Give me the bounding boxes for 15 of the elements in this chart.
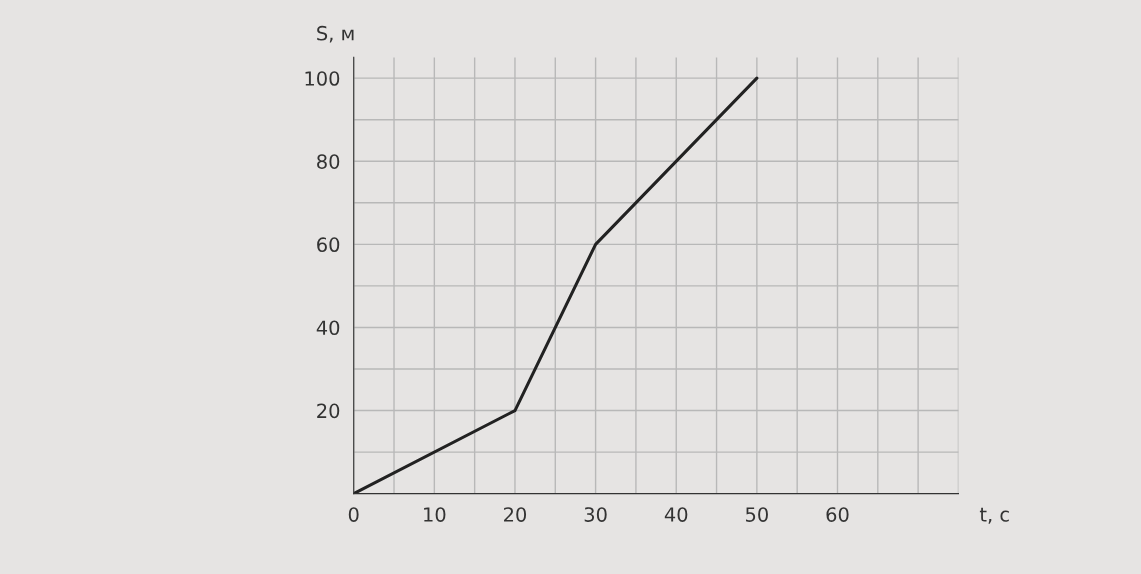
x-tick-label: 40 — [664, 507, 688, 522]
x-tick-label: 10 — [424, 507, 446, 522]
x-tick-label: 30 — [584, 507, 607, 522]
y-tick-label: 60 — [317, 237, 340, 253]
y-axis-title: S, м — [317, 25, 354, 43]
line-series — [353, 76, 759, 494]
y-tick-label: 40 — [316, 320, 340, 336]
x-tick-label: 0 — [348, 507, 359, 522]
x-tick-label: 50 — [745, 507, 768, 522]
x-axis-title: t, с — [979, 507, 1009, 524]
x-tick-label: 20 — [504, 507, 527, 522]
y-tick-label: 80 — [317, 154, 340, 169]
x-tick-label: 60 — [826, 507, 849, 522]
y-tick-label: 20 — [317, 403, 340, 419]
y-tick-label: 100 — [305, 71, 340, 86]
